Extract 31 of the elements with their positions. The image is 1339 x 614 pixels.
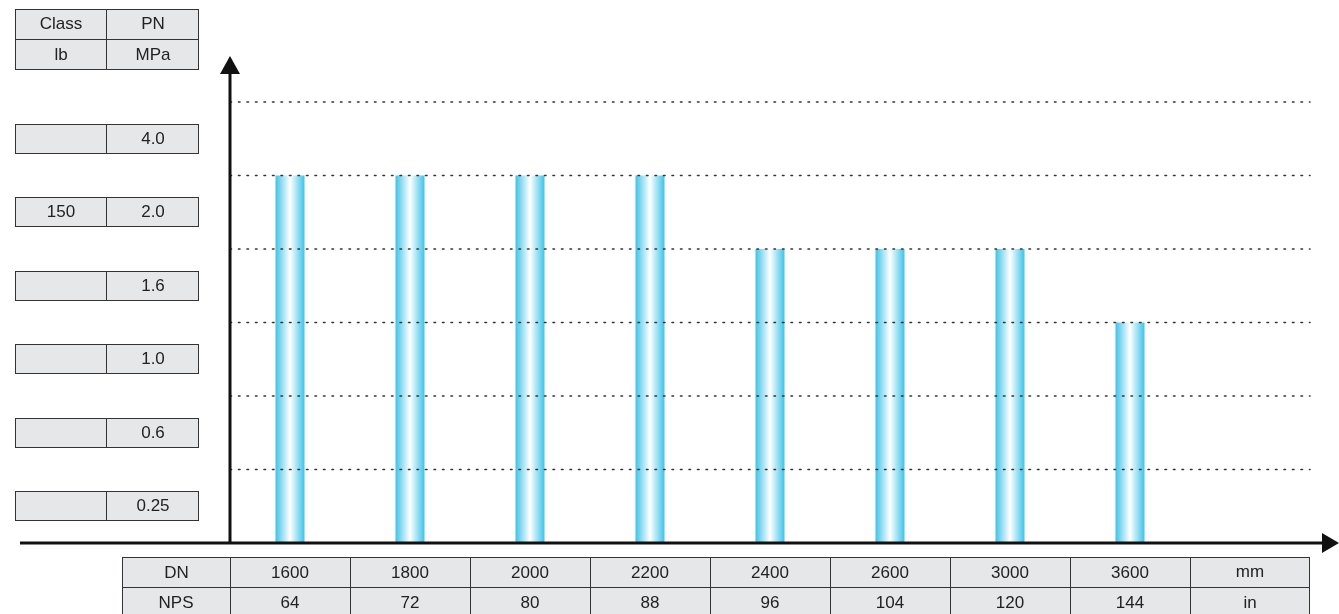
- text: 0.25: [136, 496, 170, 517]
- x-tick-label: 1800: [391, 562, 429, 582]
- text: 72: [400, 593, 420, 613]
- x-tick-label: 2000: [511, 562, 549, 582]
- text: 144: [1115, 593, 1145, 613]
- text: 88: [640, 593, 660, 613]
- x-tick-label: 3000: [991, 562, 1029, 582]
- text: 150: [46, 202, 76, 223]
- x-tick-label: 3600: [1111, 562, 1149, 582]
- text: PN: [141, 14, 165, 34]
- text: 1.0: [141, 349, 165, 370]
- text: MPa: [135, 45, 171, 65]
- text: 120: [995, 593, 1025, 613]
- text: 4.0: [141, 128, 165, 149]
- text: 2.0: [141, 202, 165, 223]
- x-tick-label: 1600: [271, 562, 309, 582]
- text: in: [1243, 593, 1257, 613]
- text: 104: [875, 593, 905, 613]
- text: Class: [39, 14, 83, 34]
- x-tick-label: 2200: [631, 562, 669, 582]
- text: 0.6: [141, 422, 165, 443]
- text: 64: [280, 593, 300, 613]
- text: 96: [760, 593, 780, 613]
- text: NPS: [158, 593, 194, 613]
- x-axis-title: DN: [164, 562, 189, 582]
- text: mm: [1235, 562, 1265, 582]
- x-tick-label: 2400: [751, 562, 789, 582]
- text: lb: [54, 45, 68, 65]
- x-tick-label: 2600: [871, 562, 909, 582]
- text: 1.6: [141, 275, 165, 296]
- text: 80: [520, 593, 540, 613]
